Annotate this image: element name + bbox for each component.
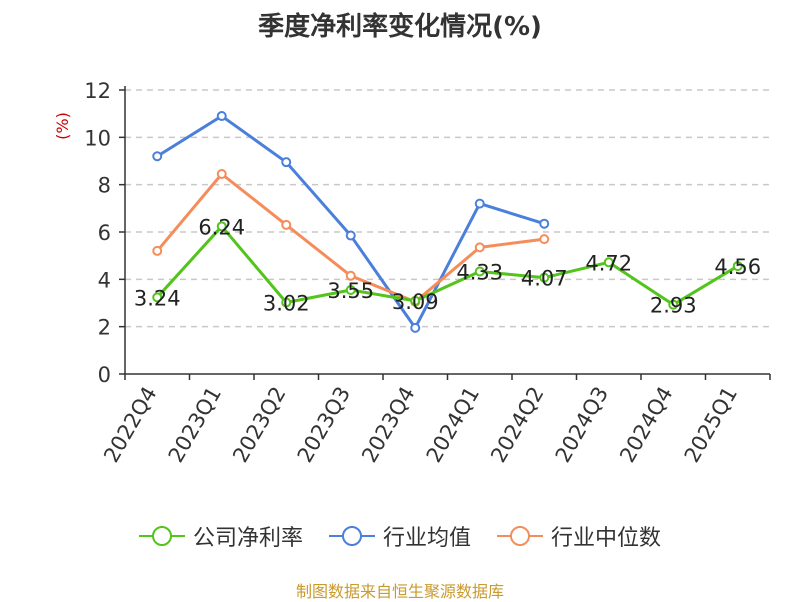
data-point bbox=[216, 111, 227, 122]
data-point bbox=[152, 245, 163, 256]
data-label: 3.09 bbox=[392, 290, 439, 314]
legend-item-industry-median[interactable]: 行业中位数 bbox=[497, 520, 661, 552]
x-tick-label: 2024Q4 bbox=[615, 383, 677, 467]
data-label: 3.55 bbox=[327, 279, 374, 303]
x-tick-label: 2023Q3 bbox=[293, 383, 355, 467]
x-tick-label: 2024Q1 bbox=[422, 383, 484, 467]
data-source-note: 制图数据来自恒生聚源数据库 bbox=[295, 582, 504, 601]
series-1 bbox=[152, 111, 550, 333]
legend-label: 行业均值 bbox=[382, 526, 471, 551]
legend: 公司净利率 行业均值 行业中位数 bbox=[0, 520, 800, 552]
chart-title: 季度净利率变化情况(%) bbox=[258, 12, 542, 42]
data-label: 3.24 bbox=[134, 286, 181, 310]
x-tick-label: 2025Q1 bbox=[680, 383, 742, 467]
data-point bbox=[539, 234, 550, 245]
series bbox=[152, 111, 743, 333]
data-point bbox=[474, 198, 485, 209]
legend-item-industry-mean[interactable]: 行业均值 bbox=[328, 520, 471, 552]
legend-marker-icon bbox=[328, 526, 375, 546]
x-tick-label: 2022Q4 bbox=[99, 383, 161, 467]
legend-label: 公司净利率 bbox=[192, 526, 303, 551]
data-point bbox=[345, 270, 356, 281]
grid-lines bbox=[125, 89, 770, 328]
data-point bbox=[668, 299, 679, 310]
legend-marker-icon bbox=[497, 526, 543, 546]
data-label: 4.56 bbox=[714, 255, 761, 279]
data-label: 4.33 bbox=[456, 261, 503, 285]
y-tick-label: 4 bbox=[98, 268, 111, 292]
data-point bbox=[732, 261, 743, 272]
legend-item-company[interactable]: 公司净利率 bbox=[138, 520, 303, 552]
data-labels: 3.24 6.24 3.02 3.55 3.09 4.33 4.07 4.72 2.93 4.56 bbox=[134, 215, 761, 317]
y-tick-label: 12 bbox=[84, 79, 111, 103]
x-tick-label: 2024Q2 bbox=[486, 383, 548, 467]
data-point bbox=[216, 169, 227, 180]
data-point bbox=[474, 266, 485, 277]
y-tick-label: 2 bbox=[98, 316, 111, 340]
y-tick-label: 6 bbox=[98, 221, 111, 245]
data-label: 4.07 bbox=[521, 267, 568, 291]
data-point bbox=[410, 295, 421, 306]
data-point bbox=[152, 292, 163, 303]
data-label: 6.24 bbox=[198, 215, 245, 239]
data-point bbox=[539, 218, 550, 229]
data-point bbox=[410, 322, 421, 333]
data-point bbox=[281, 219, 292, 230]
x-tick-label: 2023Q4 bbox=[357, 383, 419, 467]
data-point bbox=[281, 297, 292, 308]
data-label: 4.72 bbox=[585, 251, 632, 275]
y-tick-label: 8 bbox=[98, 174, 111, 198]
y-tick-label: 0 bbox=[98, 363, 111, 387]
data-point bbox=[539, 272, 550, 283]
legend-label: 行业中位数 bbox=[551, 526, 662, 551]
y-axis-label: (%) bbox=[53, 112, 72, 140]
series-0 bbox=[152, 221, 743, 310]
data-point bbox=[345, 230, 356, 241]
data-point bbox=[345, 284, 356, 295]
x-tick-label: 2023Q1 bbox=[164, 383, 226, 467]
series-line bbox=[156, 224, 739, 307]
data-point bbox=[281, 157, 292, 168]
data-point bbox=[216, 221, 227, 232]
data-point bbox=[474, 242, 485, 253]
data-label: 2.93 bbox=[650, 294, 697, 318]
data-point bbox=[152, 151, 163, 162]
x-tick-label: 2023Q2 bbox=[228, 383, 290, 467]
y-tick-label: 10 bbox=[84, 126, 111, 150]
data-point bbox=[603, 257, 614, 268]
legend-marker-icon bbox=[138, 526, 185, 546]
data-label: 3.02 bbox=[263, 292, 310, 316]
x-tick-label: 2024Q3 bbox=[551, 383, 613, 467]
